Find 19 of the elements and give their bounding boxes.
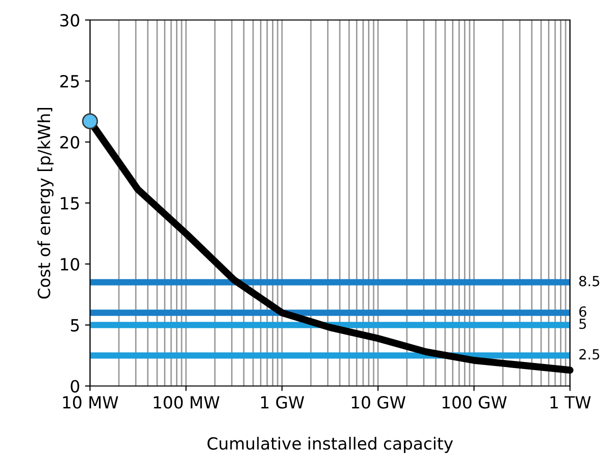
- x-tick-label: 1 TW: [550, 396, 591, 408]
- x-tick-label: 10 MW: [63, 396, 118, 409]
- y-tick-label: 20: [60, 136, 80, 149]
- x-tick-label: 1 GW: [261, 396, 304, 409]
- y-tick-label: 25: [60, 74, 79, 88]
- y-tick-label: 15: [60, 197, 79, 210]
- ref-line-label: 2.5: [579, 349, 600, 360]
- ref-line-label: 6: [579, 306, 586, 317]
- ref-line-label: 5: [579, 318, 586, 330]
- y-axis-title: Cost of energy [p/kWh]: [37, 108, 54, 299]
- x-tick-label: 10 GW: [352, 396, 406, 409]
- y-tick-label: 0: [70, 380, 80, 393]
- y-tick-label: 10: [60, 258, 80, 271]
- y-tick-label: 30: [60, 14, 80, 27]
- x-tick-label: 100 MW: [154, 396, 220, 409]
- x-tick-label: 100 GW: [442, 396, 507, 409]
- x-axis-title: Cumulative installed capacity: [208, 436, 453, 453]
- y-tick-label: 5: [70, 319, 79, 332]
- ref-line-label: 8.5: [579, 276, 600, 286]
